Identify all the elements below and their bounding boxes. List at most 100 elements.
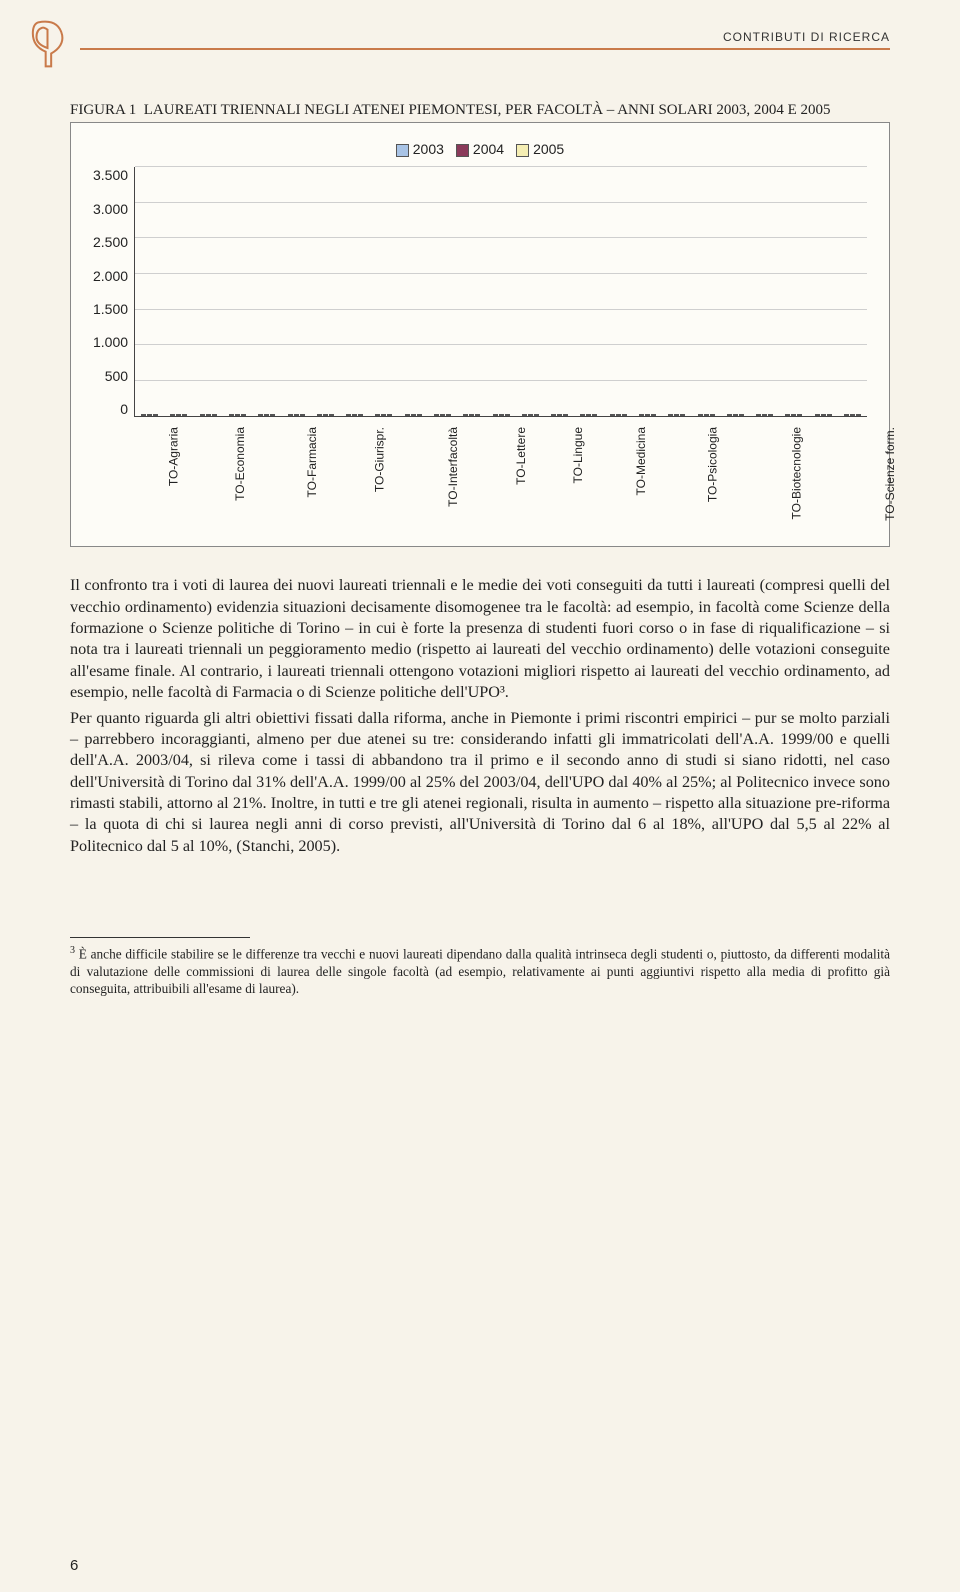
bar bbox=[768, 414, 773, 416]
x-tick-label: TO-Scienze form. bbox=[883, 427, 960, 521]
footnote-text: È anche difficile stabilire se le differ… bbox=[70, 947, 890, 997]
legend-swatch bbox=[516, 144, 529, 157]
bar bbox=[522, 414, 527, 416]
bar bbox=[235, 414, 240, 416]
y-tick-label: 2.000 bbox=[93, 268, 128, 284]
chart-body: 3.5003.0002.5002.0001.5001.0005000 bbox=[93, 167, 867, 417]
bar bbox=[827, 414, 832, 416]
bar bbox=[182, 414, 187, 416]
gridline bbox=[135, 273, 867, 274]
paragraph-1: Il confronto tra i voti di laurea dei nu… bbox=[70, 575, 890, 703]
bar bbox=[528, 414, 533, 416]
bar bbox=[821, 414, 826, 416]
bar-group bbox=[457, 414, 486, 416]
bar bbox=[785, 414, 790, 416]
bar bbox=[446, 414, 451, 416]
bar bbox=[270, 414, 275, 416]
upo-ref-2: UPO bbox=[731, 815, 763, 833]
bar bbox=[258, 414, 263, 416]
bar bbox=[206, 414, 211, 416]
bar bbox=[592, 414, 597, 416]
gridline bbox=[135, 202, 867, 203]
bar bbox=[387, 414, 392, 416]
bar bbox=[323, 414, 328, 416]
y-tick-label: 3.500 bbox=[93, 167, 128, 183]
gridline bbox=[135, 344, 867, 345]
plot-area bbox=[134, 167, 867, 417]
bar bbox=[651, 414, 656, 416]
bar bbox=[586, 414, 591, 416]
bar bbox=[580, 414, 585, 416]
bar-group bbox=[252, 414, 281, 416]
bar-group bbox=[633, 414, 662, 416]
bar bbox=[856, 414, 861, 416]
y-tick-label: 0 bbox=[120, 401, 128, 417]
bar bbox=[346, 414, 351, 416]
legend-label: 2005 bbox=[533, 141, 564, 157]
chart-legend: 2003 2004 2005 bbox=[93, 141, 867, 157]
legend-swatch bbox=[456, 144, 469, 157]
bar bbox=[153, 414, 158, 416]
bar bbox=[440, 414, 445, 416]
bar bbox=[733, 414, 738, 416]
bar bbox=[704, 414, 709, 416]
bar bbox=[534, 414, 539, 416]
legend-swatch bbox=[396, 144, 409, 157]
bar bbox=[434, 414, 439, 416]
bar-group bbox=[662, 414, 691, 416]
bar-group bbox=[428, 414, 457, 416]
bar bbox=[170, 414, 175, 416]
bar bbox=[791, 414, 796, 416]
bar bbox=[499, 414, 504, 416]
bar bbox=[241, 414, 246, 416]
bar bbox=[475, 414, 480, 416]
figure-title: LAUREATI TRIENNALI NEGLI ATENEI PIEMONTE… bbox=[144, 102, 831, 118]
bar-group bbox=[486, 414, 515, 416]
bar-group bbox=[340, 414, 369, 416]
bar bbox=[505, 414, 510, 416]
bar bbox=[762, 414, 767, 416]
bar-group bbox=[721, 414, 750, 416]
bar-group bbox=[164, 414, 193, 416]
bar-group bbox=[750, 414, 779, 416]
bar-group bbox=[809, 414, 838, 416]
bar bbox=[710, 414, 715, 416]
header-label: CONTRIBUTI DI RICERCA bbox=[715, 30, 890, 44]
bar bbox=[493, 414, 498, 416]
upo-ref-1: UPO bbox=[572, 773, 604, 791]
bar-group bbox=[604, 414, 633, 416]
bar bbox=[417, 414, 422, 416]
bar bbox=[381, 414, 386, 416]
bar-group bbox=[779, 414, 808, 416]
paragraph-2: Per quanto riguarda gli altri obiettivi … bbox=[70, 708, 890, 858]
bar-group bbox=[545, 414, 574, 416]
bar bbox=[469, 414, 474, 416]
gridline bbox=[135, 166, 867, 167]
legend-item: 2003 bbox=[396, 141, 444, 157]
legend-label: 2003 bbox=[413, 141, 444, 157]
bar bbox=[622, 414, 627, 416]
bar bbox=[288, 414, 293, 416]
bar-group bbox=[369, 414, 398, 416]
page-number: 6 bbox=[70, 1557, 78, 1574]
bar bbox=[375, 414, 380, 416]
bar bbox=[358, 414, 363, 416]
gridline bbox=[135, 309, 867, 310]
legend-label: 2004 bbox=[473, 141, 504, 157]
page-header: CONTRIBUTI DI RICERCA bbox=[70, 30, 890, 80]
bar bbox=[405, 414, 410, 416]
bar bbox=[727, 414, 732, 416]
legend-item: 2004 bbox=[456, 141, 504, 157]
bar bbox=[850, 414, 855, 416]
bar bbox=[176, 414, 181, 416]
footnote-rule bbox=[70, 937, 250, 938]
bar bbox=[616, 414, 621, 416]
bar bbox=[147, 414, 152, 416]
figure-number: FIGURA 1 bbox=[70, 102, 136, 118]
y-axis: 3.5003.0002.5002.0001.5001.0005000 bbox=[93, 167, 134, 417]
bar bbox=[264, 414, 269, 416]
bar bbox=[674, 414, 679, 416]
y-tick-label: 3.000 bbox=[93, 201, 128, 217]
footnote-number: 3 bbox=[70, 945, 75, 956]
bar bbox=[639, 414, 644, 416]
